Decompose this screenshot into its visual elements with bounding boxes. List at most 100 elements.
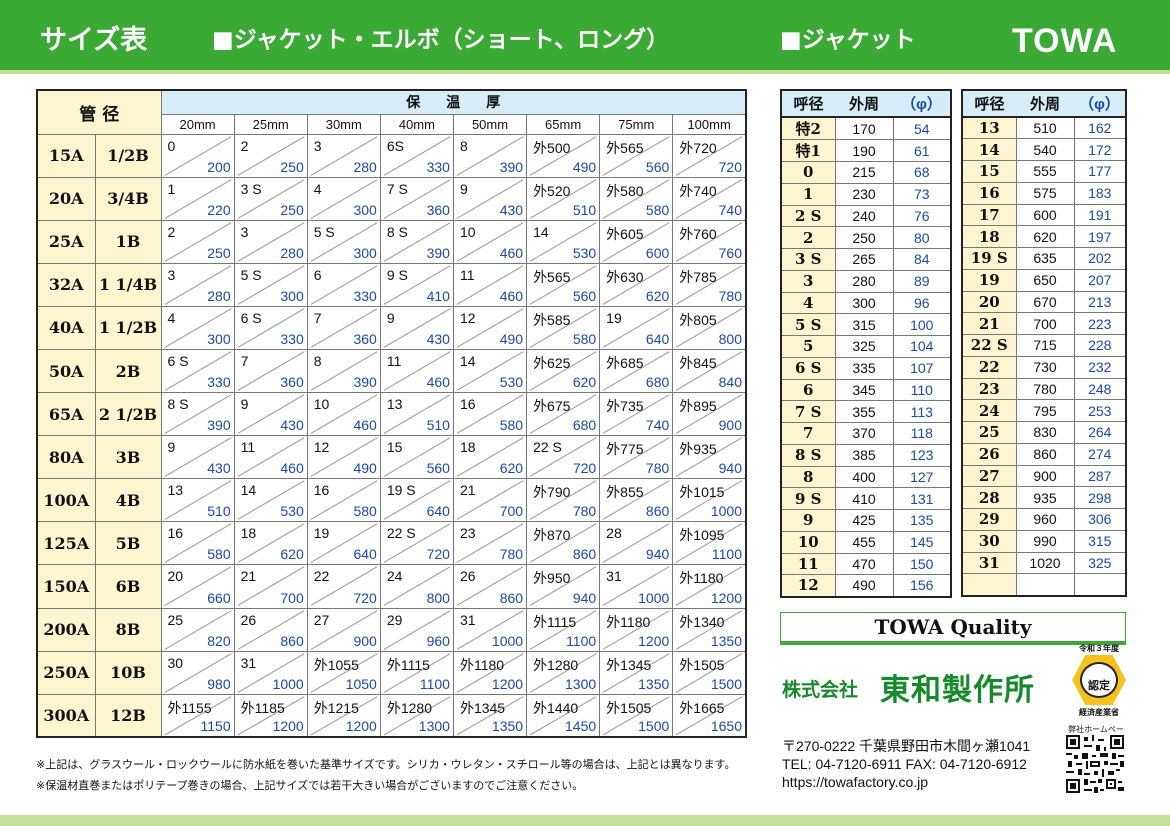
circumference-cell: 600: [1015, 203, 1075, 227]
circumference-value: 1500: [638, 718, 670, 735]
jacket-size: 外1505: [679, 656, 725, 673]
diameter-cell: 191: [1074, 203, 1126, 227]
diameter-cell: 162: [1074, 116, 1126, 140]
company-url[interactable]: https://towafactory.co.jp: [782, 774, 929, 790]
size-cell: 19 640: [306, 521, 381, 566]
diameter-cell: 100: [893, 313, 951, 336]
jacket-size: 29: [386, 611, 403, 628]
table-row: 25A 1B 2 250 3 280 5 S 300 8 S 390 10 460 14 530 外605 6…: [36, 219, 747, 264]
diagonal-divider: [308, 695, 380, 737]
nominal-size-cell: 22: [962, 355, 1016, 379]
circumference-value: 680: [572, 417, 597, 434]
table-row: 24 795 253: [962, 399, 1126, 422]
jacket-size: 16: [167, 525, 184, 542]
jacket-size: 3: [240, 223, 249, 240]
circumference-value: 800: [426, 589, 450, 606]
circumference-cell: 240: [834, 204, 894, 228]
size-cell: 外775 780: [599, 435, 674, 480]
jacket-size: 31: [459, 611, 476, 628]
table-row: 7 370 118: [781, 422, 951, 445]
pipe-size-a: 80A: [36, 435, 96, 480]
jacket-size: 8: [313, 352, 322, 369]
jacket-size: 外1155: [167, 699, 212, 716]
nominal-size-cell: 3: [781, 269, 835, 293]
circumference-cell: 230: [834, 182, 894, 206]
circumference-cell: 715: [1015, 334, 1075, 357]
jacket-size: 外580: [606, 182, 644, 199]
circumference-value: 820: [207, 632, 231, 649]
diagonal-divider: [454, 609, 526, 651]
jacket-size: 外520: [533, 182, 571, 199]
jacket-size: 5 S: [240, 266, 262, 283]
diagonal-divider: [235, 393, 307, 435]
circumference-value: 530: [280, 503, 304, 520]
diagonal-divider: [308, 350, 380, 392]
diagonal-divider: [673, 479, 745, 521]
circumference-value: 560: [426, 460, 450, 477]
size-cell: 外675 680: [526, 392, 601, 437]
jacket-size: 2: [240, 137, 249, 154]
qr-code-icon[interactable]: [1066, 735, 1124, 793]
circumference-cell: 355: [834, 400, 894, 423]
jacket-size: 4: [167, 309, 176, 326]
size-cell: 外1215 1200: [306, 693, 381, 738]
table-row: 19 S 635 202: [962, 247, 1126, 270]
nominal-size-cell: 9: [781, 509, 835, 532]
size-cell: 外870 860: [526, 521, 601, 566]
circumference-value: 940: [572, 589, 597, 606]
circumference-value: 620: [499, 460, 524, 477]
jacket-size: 31: [606, 568, 622, 585]
size-cell: 22 S 720: [526, 435, 601, 480]
jacket-size: 外935: [679, 441, 717, 458]
circumference-cell: 250: [834, 226, 894, 249]
jacket-size: 24: [386, 568, 403, 585]
thickness-header-cell: 50mm: [452, 113, 528, 135]
circumference-value: 280: [280, 244, 304, 261]
jacket-size: 外790: [533, 484, 571, 501]
circumference-value: 250: [280, 158, 304, 175]
table-row: 17 600 191: [962, 203, 1126, 227]
table-row: 19 650 207: [962, 268, 1126, 292]
company-address: 〒270-0222 千葉県野田市木間ヶ瀬1041: [782, 738, 1031, 754]
circumference-cell: 335: [834, 356, 894, 380]
jacket-size: 22: [313, 568, 330, 585]
diagonal-divider: [673, 609, 745, 651]
size-cell: 6 S 330: [160, 348, 235, 394]
table-row: 22 730 232: [962, 355, 1126, 379]
size-cell: 31 1000: [233, 650, 308, 695]
diameter-cell: 123: [893, 443, 951, 467]
cert-era: 令和３年度: [1079, 644, 1119, 653]
table-row: 65A 2 1/2B 8 S 390 9 430 10 460 13 510 16 580 外675 68…: [36, 392, 747, 437]
jacket-size: 10: [313, 396, 330, 413]
jacket-size: 14: [459, 352, 476, 369]
jacket-size: 外1185: [240, 699, 285, 716]
diagonal-divider: [454, 221, 526, 263]
circumference-value: 760: [718, 244, 742, 261]
circumference-value: 390: [353, 374, 377, 391]
jacket-table-left-body: 特2 170 54 特1 190 61 0 215 68 1 230 73 2 S 240 76 2 250 80…: [781, 116, 951, 597]
diagonal-divider: [454, 695, 526, 737]
pipe-size-b: 8B: [94, 607, 162, 652]
circumference-cell: 635: [1015, 247, 1075, 270]
jacket-size: 9 S: [386, 266, 408, 283]
jacket-size: 外675: [533, 398, 571, 415]
circumference-cell: 425: [834, 509, 894, 532]
table-row: 40A 1 1/2B 4 300 6 S 330 7 360 9 430 12 490 外585 580 1…: [36, 305, 747, 350]
diameter-cell: 118: [893, 422, 951, 445]
diagonal-divider: [527, 522, 599, 564]
jacket-size: 6: [313, 266, 322, 283]
jacket-size: 18: [459, 439, 476, 456]
jacket-size: 7: [313, 309, 322, 326]
table-row: 9 425 135: [781, 509, 951, 532]
jacket-size: 外735: [606, 398, 644, 415]
size-cell: 21 700: [452, 478, 528, 523]
table-row: 3 S 265 84: [781, 248, 951, 271]
nominal-size-cell: 26: [962, 442, 1016, 466]
pipe-size-a: 200A: [36, 607, 96, 652]
diagonal-divider: [600, 135, 672, 177]
diagonal-divider: [235, 695, 307, 737]
jacket-size: 外605: [606, 225, 644, 242]
circumference-cell: 780: [1015, 377, 1075, 401]
size-cell: 外735 740: [599, 392, 674, 437]
nominal-size-cell: 12: [781, 574, 835, 597]
